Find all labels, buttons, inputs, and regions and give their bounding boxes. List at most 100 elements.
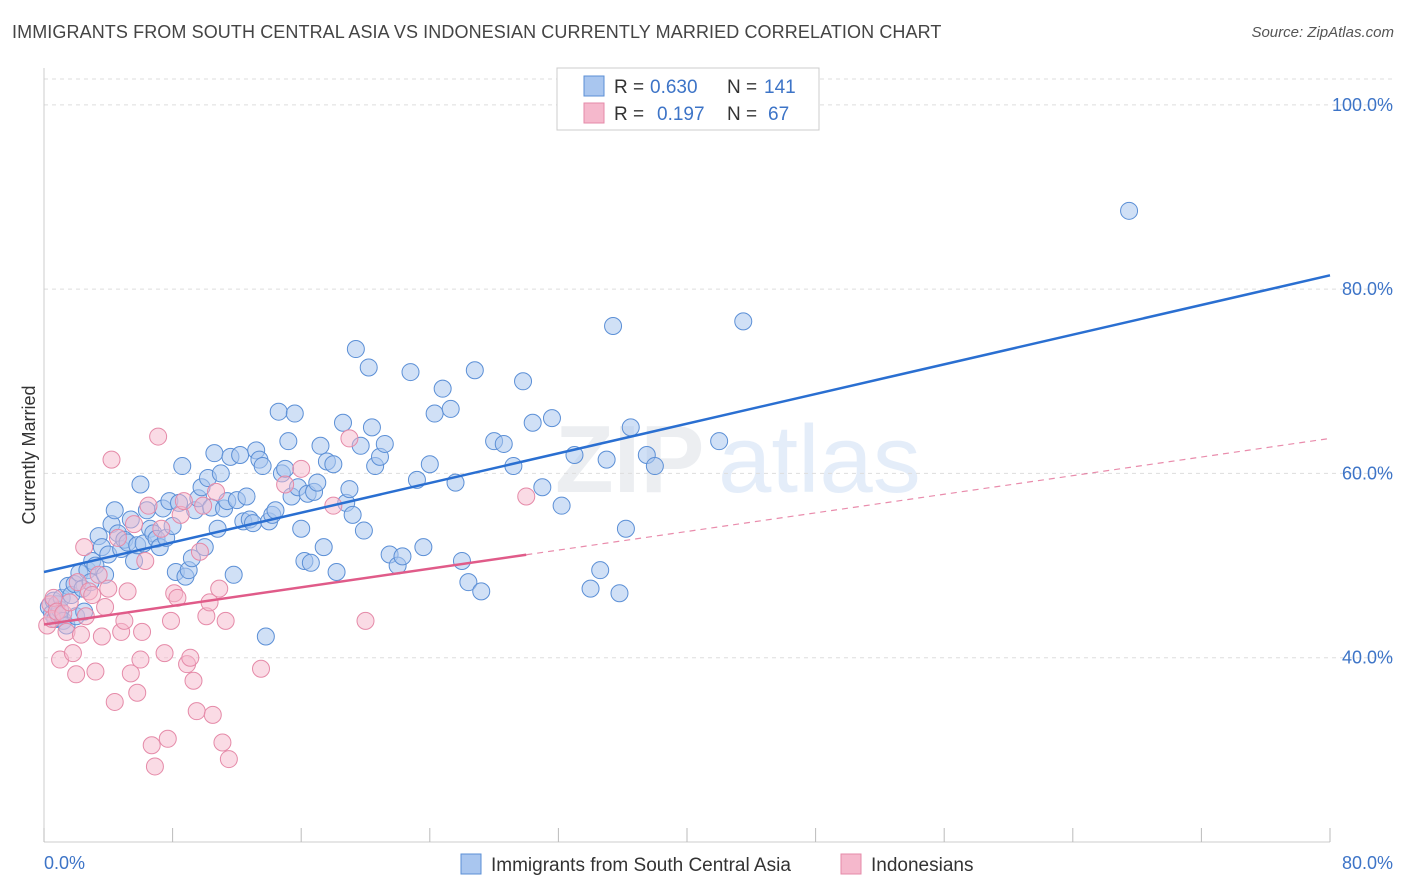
- point-indonesians-10: [67, 665, 86, 684]
- series-legend: Immigrants from South Central Asia Indon…: [460, 853, 973, 876]
- point-south-central-asia-126: [523, 413, 542, 432]
- bottom-legend-label-pink: Indonesians: [871, 855, 973, 876]
- point-south-central-asia-57: [205, 444, 224, 463]
- point-indonesians-30: [128, 683, 147, 702]
- watermark-atlas: atlas: [718, 406, 921, 513]
- point-indonesians-33: [136, 551, 155, 570]
- point-indonesians-64: [340, 429, 359, 448]
- point-south-central-asia-110: [401, 363, 420, 382]
- point-south-central-asia-134: [604, 317, 623, 335]
- point-south-central-asia-65: [231, 446, 250, 464]
- point-indonesians-66: [517, 487, 536, 506]
- point-indonesians-55: [207, 482, 226, 501]
- y-tick-label-80: 80.0%: [1342, 279, 1393, 299]
- point-indonesians-28: [121, 664, 140, 683]
- point-south-central-asia-139: [645, 457, 664, 476]
- point-south-central-asia-127: [533, 478, 552, 497]
- point-south-central-asia-59: [211, 464, 230, 483]
- point-south-central-asia-141: [734, 312, 753, 331]
- point-indonesians-20: [96, 598, 115, 617]
- point-south-central-asia-80: [279, 432, 298, 451]
- legend-r-label-blue: R =: [614, 77, 644, 98]
- point-indonesians-13: [75, 538, 94, 557]
- x-tick-label-min: 0.0%: [44, 853, 85, 873]
- point-south-central-asia-26: [105, 501, 124, 520]
- trend-line-south-central-asia: [43, 274, 1331, 574]
- point-south-central-asia-109: [393, 547, 412, 566]
- point-south-central-asia-113: [420, 455, 439, 474]
- chart-title: IMMIGRANTS FROM SOUTH CENTRAL ASIA VS IN…: [12, 22, 942, 42]
- point-indonesians-31: [131, 650, 150, 669]
- legend-r-value-blue: 0.630: [650, 77, 698, 98]
- y-tick-label-100: 100.0%: [1332, 95, 1393, 115]
- point-indonesians-51: [194, 496, 213, 515]
- point-indonesians-57: [213, 733, 232, 752]
- bottom-legend-swatch-pink: [840, 853, 862, 875]
- point-indonesians-19: [92, 627, 111, 646]
- point-indonesians-24: [108, 528, 127, 547]
- point-indonesians-56: [210, 579, 229, 598]
- trend-line-indonesians-dashed: [526, 437, 1331, 556]
- point-south-central-asia-102: [359, 358, 378, 377]
- point-south-central-asia-90: [311, 436, 330, 455]
- point-indonesians-40: [158, 729, 177, 748]
- bottom-legend-label-blue: Immigrants from South Central Asia: [491, 855, 791, 876]
- legend-n-label-blue: N =: [727, 77, 757, 98]
- point-indonesians-8: [60, 593, 79, 612]
- point-south-central-asia-95: [333, 413, 352, 432]
- legend-swatch-blue: [583, 75, 605, 97]
- point-south-central-asia-47: [173, 457, 192, 476]
- point-indonesians-12: [71, 625, 90, 644]
- point-south-central-asia-125: [514, 372, 533, 391]
- point-south-central-asia-91: [314, 538, 333, 557]
- point-south-central-asia-89: [308, 473, 327, 492]
- point-south-central-asia-123: [494, 434, 513, 453]
- point-indonesians-32: [133, 622, 152, 641]
- correlation-legend: R = 0.630 N = 141 R = 0.197 N = 67: [556, 67, 820, 131]
- point-indonesians-49: [187, 702, 206, 721]
- point-south-central-asia-133: [597, 450, 616, 469]
- point-indonesians-22: [102, 450, 121, 469]
- point-indonesians-54: [203, 705, 222, 724]
- point-south-central-asia-77: [269, 402, 288, 421]
- series-indonesians-points: [38, 427, 536, 776]
- point-indonesians-27: [118, 582, 137, 601]
- point-south-central-asia-112: [414, 538, 433, 557]
- point-indonesians-37: [149, 427, 168, 446]
- point-south-central-asia-131: [581, 579, 600, 598]
- point-indonesians-50: [190, 542, 209, 561]
- point-indonesians-14: [76, 607, 95, 626]
- point-indonesians-59: [219, 750, 238, 769]
- point-indonesians-39: [155, 644, 174, 663]
- point-south-central-asia-94: [327, 563, 346, 582]
- point-indonesians-34: [139, 496, 158, 515]
- point-indonesians-16: [83, 586, 102, 605]
- point-south-central-asia-72: [253, 457, 272, 476]
- point-south-central-asia-84: [292, 519, 311, 538]
- grid-lines: [44, 78, 1393, 659]
- point-south-central-asia-135: [610, 584, 629, 603]
- point-south-central-asia-119: [459, 573, 478, 592]
- legend-n-value-pink: 67: [768, 104, 789, 125]
- point-indonesians-9: [63, 644, 82, 663]
- point-south-central-asia-98: [343, 505, 362, 524]
- point-indonesians-38: [152, 519, 171, 538]
- trend-line-indonesians-solid: [43, 553, 527, 626]
- point-south-central-asia-99: [346, 340, 365, 359]
- point-indonesians-47: [181, 648, 200, 667]
- point-south-central-asia-93: [324, 455, 343, 474]
- point-south-central-asia-73: [256, 627, 275, 646]
- point-indonesians-60: [252, 659, 271, 678]
- y-tick-label-60: 60.0%: [1342, 463, 1393, 483]
- point-south-central-asia-120: [465, 361, 484, 380]
- point-south-central-asia-136: [616, 519, 635, 538]
- source-credit: Source: ZipAtlas.com: [1251, 24, 1394, 41]
- legend-r-value-pink: 0.197: [657, 104, 705, 125]
- point-south-central-asia-97: [340, 480, 359, 499]
- point-south-central-asia-128: [542, 409, 561, 428]
- point-south-central-asia-67: [237, 487, 256, 506]
- point-indonesians-29: [125, 515, 144, 534]
- legend-swatch-pink: [583, 102, 605, 124]
- point-south-central-asia-106: [375, 434, 394, 453]
